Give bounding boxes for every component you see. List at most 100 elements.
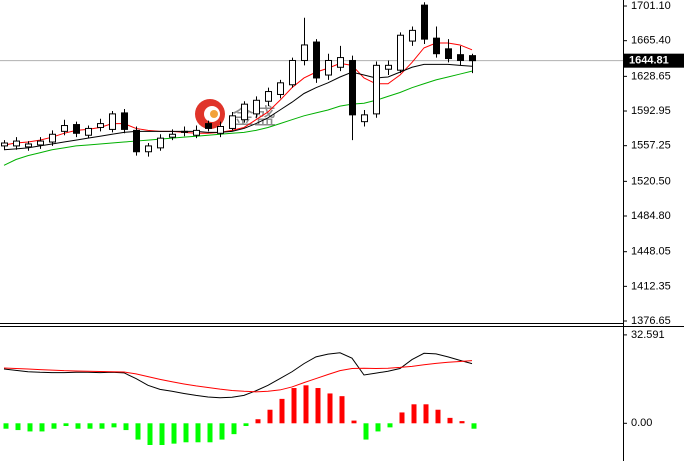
last-price-label: 1644.81 [629,55,669,67]
candle-body [181,130,188,133]
histogram-bar [135,423,141,440]
moving-average [3,42,473,146]
histogram-bar [291,388,297,424]
candle-body [133,129,140,153]
histogram-bar [39,423,45,432]
histogram-bar [411,404,417,424]
candle-body [121,112,128,130]
candle-body [457,54,464,61]
candle-body [73,124,80,134]
histogram-bar [3,423,9,429]
histogram-bar [123,423,129,431]
y-tick-label: 1665.40 [631,35,671,47]
candle-body [229,115,236,129]
macd-line [3,360,473,393]
histogram-bar [75,423,81,429]
candle-body [13,140,20,147]
y-tick-label: 1520.50 [631,175,671,187]
candle-body [397,34,404,71]
y-tick-label: 1448.05 [631,246,671,258]
candle-body [205,123,212,129]
last-price-box [624,53,684,68]
histogram-bar [447,417,453,424]
candle-body [253,99,260,115]
candle-body [445,48,452,60]
y-tick-label: 1592.95 [631,105,671,117]
logo [195,99,225,129]
histogram-bar [183,423,189,443]
y-tick-label: 1628.65 [631,70,671,82]
candle-body [97,123,104,128]
y-tick-label: 1484.80 [631,210,671,222]
histogram-bar [195,423,201,443]
candle-body [361,114,368,123]
histogram-bar [435,409,441,424]
candle-body [25,143,32,148]
candle-body [145,145,152,153]
candle-body [265,91,272,102]
histogram-bar [423,404,429,424]
histogram-bar [327,393,333,424]
histogram-bar [51,423,57,429]
candle-body [1,142,8,147]
candle-body [241,103,248,121]
histogram-bar [351,420,357,424]
histogram-bar [15,423,21,431]
histogram-bar [147,423,153,445]
macd-line [3,352,473,399]
logo-dot [210,110,218,118]
candle-body [217,126,224,134]
histogram-bar [315,388,321,424]
candle-body [169,133,176,138]
candle-body [193,129,200,136]
candle-body [385,64,392,70]
candle-body [49,133,56,143]
histogram-bar [87,423,93,429]
y-tick-label: 0.00 [631,417,652,429]
moving-average [3,63,473,151]
candle-body [157,137,164,149]
candle-body [301,44,308,61]
histogram-bar [27,423,33,432]
histogram-bar [171,423,177,444]
histogram-bar [243,423,249,427]
histogram-bar [267,409,273,424]
histogram-bar [207,423,213,443]
candle-body [373,64,380,115]
candle-body [313,41,320,79]
candle-body [409,29,416,42]
y-tick-label: 1557.25 [631,140,671,152]
candle-body [37,140,44,146]
histogram-bar [387,423,393,428]
candle-body [325,59,332,76]
histogram-bar [363,423,369,440]
histogram-bar [231,423,237,435]
histogram-bar [111,423,117,428]
candle-body [337,57,344,68]
histogram-bar [159,423,165,445]
y-tick-label: 1412.35 [631,280,671,292]
histogram-bar [255,419,261,424]
candle-body [85,127,92,136]
y-tick-label: 1376.65 [631,315,671,327]
candle-body [433,37,440,55]
moving-average [3,70,473,166]
candle-body [421,4,428,40]
y-tick-label: 1701.10 [631,0,671,12]
candle-body [349,59,356,116]
histogram-bar [63,423,69,427]
candle-body [109,113,116,130]
candle-body [277,82,284,95]
histogram-bar [219,423,225,440]
histogram-bar [399,412,405,424]
histogram-bar [279,398,285,424]
y-tick-label: 32.591 [631,329,665,341]
histogram-bar [99,423,105,429]
candle-body [61,125,68,132]
candle-body [469,55,476,62]
histogram-bar [375,423,381,432]
candle-body [289,59,296,86]
histogram-bar [459,421,465,424]
